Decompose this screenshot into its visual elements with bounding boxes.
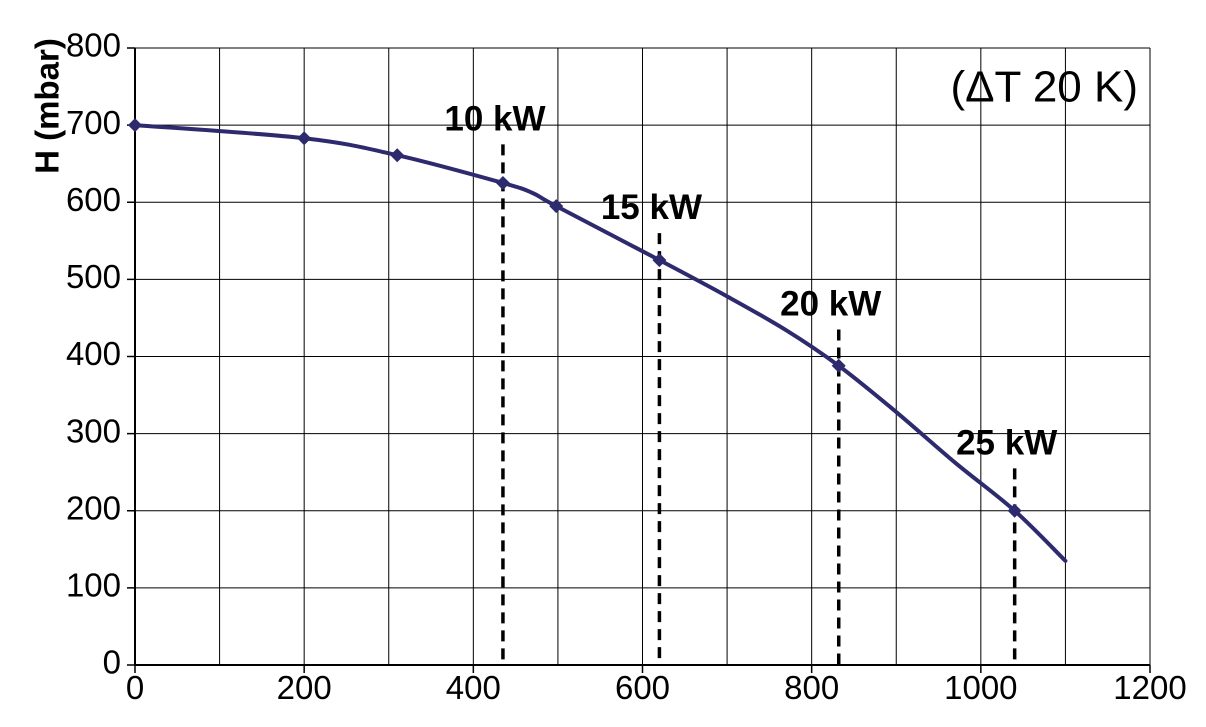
labels: 10 kW 15 kW 20 kW 25 kW (444, 99, 1057, 462)
data-point-marker (128, 118, 142, 133)
power-marker-label: 20 kW (780, 285, 881, 324)
y-tick-label: 600 (66, 181, 121, 218)
data-point-marker (831, 358, 846, 373)
axes: 0 100 200 300 400 500 600 700 800 0 200 400 600 800 10… (66, 27, 1187, 706)
x-tick-label: 1200 (1113, 669, 1186, 706)
power-marker-label: 25 kW (956, 423, 1057, 462)
x-tick-label: 0 (126, 669, 144, 706)
y-tick-label: 800 (66, 27, 121, 64)
y-tick-label: 100 (66, 567, 121, 604)
y-tick-label: 500 (66, 258, 121, 295)
data-point-marker (652, 253, 667, 268)
data-point-marker (297, 131, 312, 146)
data-point-marker (549, 199, 564, 214)
x-tick-label: 600 (615, 669, 670, 706)
condition-annotation: (ΔT 20 K) (950, 63, 1138, 112)
y-tick-label: 400 (66, 335, 121, 372)
y-tick-label: 700 (66, 104, 121, 141)
y-tick-label: 0 (103, 644, 121, 681)
y-axis-label: H (mbar) (29, 38, 66, 174)
power-markers (501, 144, 1017, 665)
y-tick-label: 300 (66, 412, 121, 449)
y-tick-label: 200 (66, 489, 121, 526)
x-tick-label: 800 (784, 669, 839, 706)
data-point-marker (1007, 503, 1022, 518)
power-marker-label: 15 kW (601, 188, 702, 227)
grid (135, 47, 1151, 665)
x-tick-label: 200 (277, 669, 332, 706)
x-tick-label: 400 (446, 669, 501, 706)
data-point-marker (390, 148, 405, 163)
x-tick-label: 1000 (944, 669, 1017, 706)
series (128, 118, 1068, 563)
power-marker-label: 10 kW (444, 99, 545, 138)
data-point-marker (495, 175, 510, 190)
